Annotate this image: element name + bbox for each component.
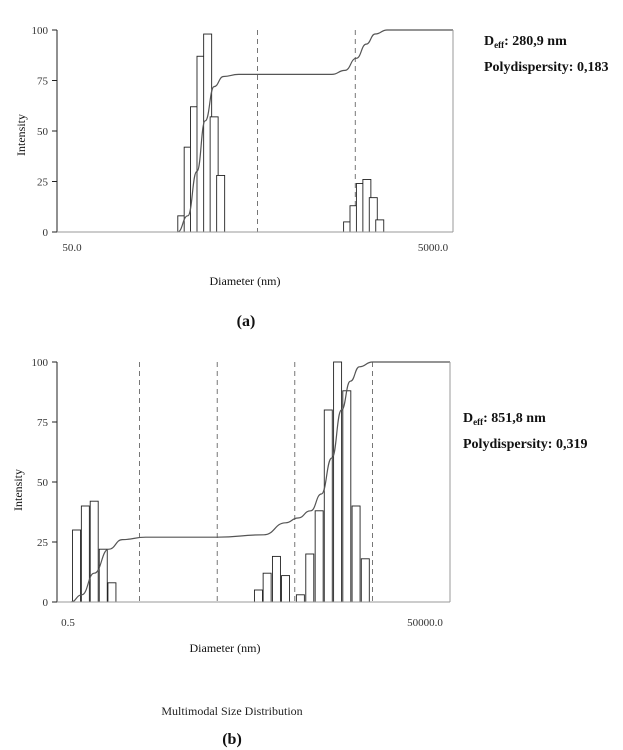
plot-b-bar-9 (295, 594, 305, 603)
plot-a-gridlines (257, 30, 356, 232)
panel-b: 0 25 50 75 100 0.5 50000.0 Diameter (nm) Int… (11, 357, 587, 748)
plot-a-y-ticks: 0 25 50 75 100 (32, 25, 57, 239)
plot-b-y-tick-label-4: 100 (32, 357, 49, 369)
plot-a-y-axis-title: Intensity (14, 114, 28, 156)
annotation-a-polydispersity: Polydispersity: 0,183 (484, 60, 608, 75)
plot-b-cumulative-curve (70, 361, 450, 603)
plot-b-bar-16 (360, 558, 370, 603)
plot-b-x-axis-title: Diameter (nm) (190, 641, 261, 655)
plot-b-bar-12 (323, 409, 333, 603)
caption-a: (a) (237, 313, 256, 330)
plot-a-x-tick-max: 5000.0 (418, 242, 449, 254)
plot-a-y-tick-label-3: 75 (37, 76, 49, 88)
plot-a-x-tick-min: 50.0 (62, 242, 82, 254)
plot-a-y-tick-label-1: 25 (37, 177, 49, 189)
plot-a-cumulative-curve (177, 29, 453, 233)
plot-b-y-tick-label-2: 50 (37, 477, 49, 489)
plot-b-bar-5 (253, 589, 263, 603)
plot-b-bar-14 (342, 390, 352, 603)
plot-b-x-tick-min: 0.5 (61, 617, 75, 629)
plot-b-y-tick-label-3: 75 (37, 417, 49, 429)
plot-a-bar-12 (375, 219, 385, 233)
plot-b-bars (72, 361, 370, 603)
plot-a-x-axis-title: Diameter (nm) (210, 274, 281, 288)
plot-b-bar-10 (305, 553, 315, 603)
plot-a-y-tick-label-0: 0 (43, 227, 49, 239)
plot-b-bar-1 (80, 505, 90, 603)
annotation-b-deff: Deff: 851,8 nm (463, 411, 546, 427)
footnote-b: Multimodal Size Distribution (161, 704, 302, 718)
plot-b-bar-4 (107, 582, 117, 603)
plot-b-gridlines (139, 362, 373, 602)
plot-b-bar-13 (333, 361, 343, 603)
plot-a-y-tick-label-4: 100 (32, 25, 49, 37)
plot-a-bars (177, 33, 385, 233)
caption-b: (b) (222, 731, 242, 748)
plot-a-bar-6 (216, 174, 226, 233)
plot-b-y-axis-title: Intensity (11, 469, 25, 511)
annotation-a-deff: Deff: 280,9 nm (484, 34, 567, 50)
plot-b-y-tick-label-1: 25 (37, 537, 49, 549)
plot-b-y-tick-label-0: 0 (43, 597, 49, 609)
annotation-b-polydispersity: Polydispersity: 0,319 (463, 437, 587, 452)
plot-b-bar-7 (271, 555, 281, 603)
plot-b-bar-8 (281, 575, 291, 603)
plot-b-bar-11 (314, 510, 324, 603)
plot-b-x-tick-max: 50000.0 (407, 617, 443, 629)
panel-a: 0 25 50 75 100 50.0 5000.0 Diameter (nm) Int… (14, 25, 608, 330)
plot-b-y-ticks: 0 25 50 75 100 (32, 357, 57, 609)
plot-b-bar-0 (72, 529, 82, 603)
plot-a-y-tick-label-2: 50 (37, 126, 49, 138)
plot-b-bar-6 (262, 572, 272, 603)
plot-b-bar-15 (351, 505, 361, 603)
plot-b-bar-2 (89, 500, 99, 603)
